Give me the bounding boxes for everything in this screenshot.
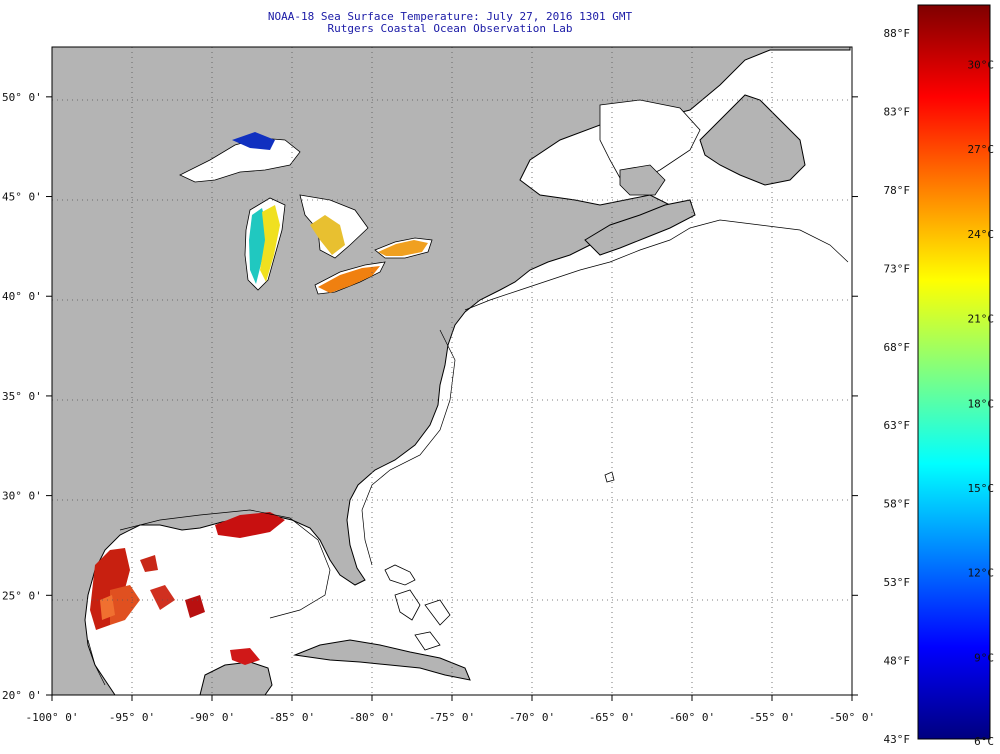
celsius-label: 15°C (968, 482, 995, 495)
fahrenheit-label: 88°F (884, 27, 911, 40)
fahrenheit-label: 68°F (884, 341, 911, 354)
lon-tick-label: -60° 0' (669, 711, 715, 724)
lon-tick-label: -80° 0' (349, 711, 395, 724)
lat-tick-label: 20° 0' (2, 689, 42, 702)
lon-tick-label: -55° 0' (749, 711, 795, 724)
fahrenheit-scale: 88°F 83°F 78°F 73°F 68°F 63°F 58°F 53°F 48°F 43°F (884, 27, 911, 746)
lat-tick-label: 35° 0' (2, 390, 42, 403)
latitude-axis: 50° 0' 45° 0' 40° 0' 35° 0' 30° 0' 25° 0' 20° … (2, 91, 858, 702)
celsius-label: 21°C (968, 313, 995, 326)
fahrenheit-label: 43°F (884, 733, 911, 746)
lon-tick-label: -100° 0' (26, 711, 79, 724)
lon-tick-label: -70° 0' (509, 711, 555, 724)
fahrenheit-label: 48°F (884, 655, 911, 668)
land-yucatan (199, 661, 273, 695)
celsius-scale: 30°C 27°C 24°C 21°C 18°C 15°C 12°C 9°C 6°C (968, 58, 995, 748)
lon-tick-label: -95° 0' (109, 711, 155, 724)
land-cuba (293, 639, 471, 681)
fahrenheit-label: 63°F (884, 419, 911, 432)
longitude-axis: -100° 0' -95° 0' -90° 0' -85° 0' -80° 0' -75°… (26, 695, 875, 724)
fahrenheit-label: 73°F (884, 262, 911, 275)
lat-tick-label: 30° 0' (2, 490, 42, 503)
land-newfoundland (699, 94, 806, 186)
map-title: NOAA-18 Sea Surface Temperature: July 27… (267, 10, 633, 23)
celsius-label: 27°C (968, 143, 995, 156)
land-nova-scotia (584, 199, 696, 256)
celsius-label: 24°C (968, 228, 995, 241)
lat-tick-label: 50° 0' (2, 91, 42, 104)
lon-tick-label: -50° 0' (829, 711, 875, 724)
colorbar-ramp (917, 4, 991, 740)
fahrenheit-label: 58°F (884, 498, 911, 511)
map-subtitle: Rutgers Coastal Ocean Observation Lab (327, 22, 573, 35)
lon-tick-label: -90° 0' (189, 711, 235, 724)
celsius-label: 9°C (974, 651, 994, 664)
lat-tick-label: 25° 0' (2, 589, 42, 602)
fahrenheit-label: 78°F (884, 184, 911, 197)
celsius-label: 12°C (968, 567, 995, 580)
lat-tick-label: 45° 0' (2, 191, 42, 204)
lon-tick-label: -85° 0' (269, 711, 315, 724)
fahrenheit-label: 83°F (884, 105, 911, 118)
fahrenheit-label: 53°F (884, 576, 911, 589)
lat-tick-label: 40° 0' (2, 290, 42, 303)
celsius-label: 30°C (968, 58, 995, 71)
celsius-label: 18°C (968, 397, 995, 410)
celsius-label: 6°C (974, 735, 994, 748)
lon-tick-label: -65° 0' (589, 711, 635, 724)
lon-tick-label: -75° 0' (429, 711, 475, 724)
